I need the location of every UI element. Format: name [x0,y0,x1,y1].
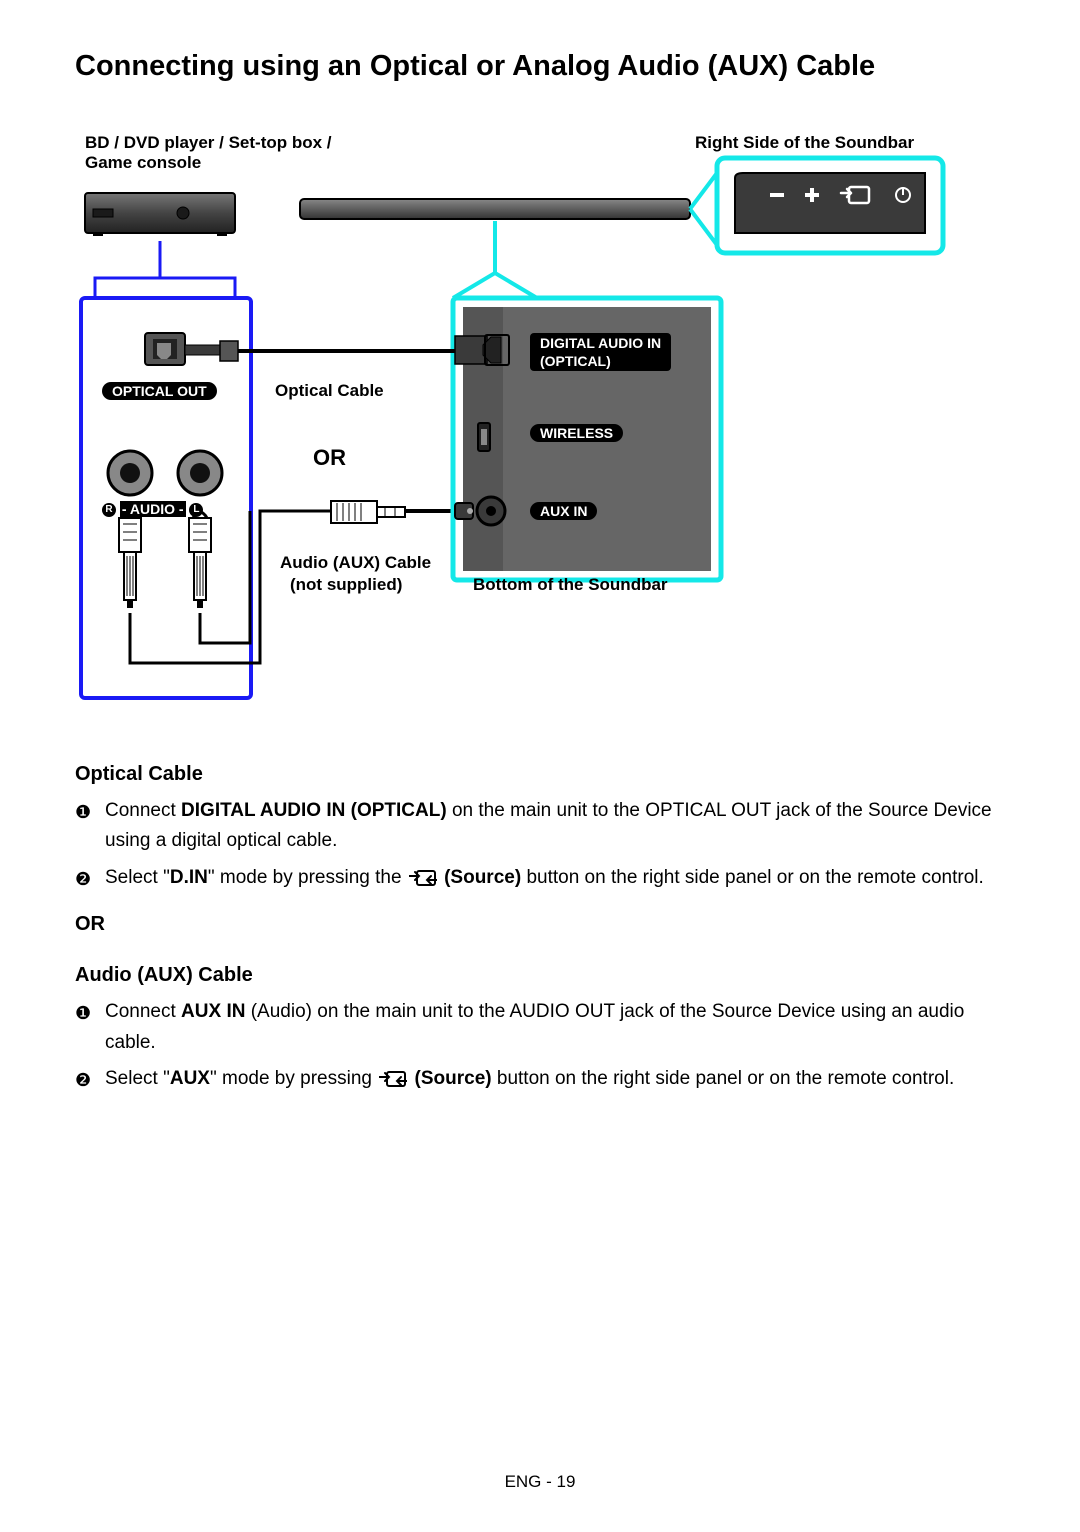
label-source-device: BD / DVD player / Set-top box / Game con… [85,133,332,173]
heading-or: OR [75,913,1005,936]
label-not-supplied: (not supplied) [290,575,402,595]
list-item: ❶ Connect DIGITAL AUDIO IN (OPTICAL) on … [75,796,1005,857]
list-aux: ❶ Connect AUX IN (Audio) on the main uni… [75,997,1005,1094]
page-number: ENG - 19 [505,1472,576,1492]
list-item: ❷ Select "AUX" mode by pressing (Source)… [75,1064,1005,1094]
step-number: ❷ [75,1066,91,1095]
step-number: ❷ [75,865,91,894]
label-aux-cable: Audio (AUX) Cable [280,553,431,573]
heading-optical-cable: Optical Cable [75,763,1005,786]
label-right-side: Right Side of the Soundbar [695,133,914,153]
connection-diagram: BD / DVD player / Set-top box / Game con… [75,123,995,723]
label-optical-cable: Optical Cable [275,381,384,401]
label-digital-audio-in: DIGITAL AUDIO IN (OPTICAL) [530,333,671,371]
label-or: OR [313,445,346,471]
label-aux-in: AUX IN [530,501,597,521]
step-number: ❶ [75,999,91,1028]
label-wireless: WIRELESS [530,423,623,443]
source-icon [409,869,437,887]
page-title: Connecting using an Optical or Analog Au… [75,50,1005,83]
label-bottom: Bottom of the Soundbar [473,575,668,595]
step-number: ❶ [75,798,91,827]
list-item: ❶ Connect AUX IN (Audio) on the main uni… [75,997,1005,1058]
source-icon [379,1070,407,1088]
list-optical: ❶ Connect DIGITAL AUDIO IN (OPTICAL) on … [75,796,1005,893]
label-audio-rl: R - AUDIO - L [102,501,203,517]
list-item: ❷ Select "D.IN" mode by pressing the (So… [75,863,1005,893]
label-optical-out: OPTICAL OUT [102,381,217,401]
heading-aux-cable: Audio (AUX) Cable [75,964,1005,987]
